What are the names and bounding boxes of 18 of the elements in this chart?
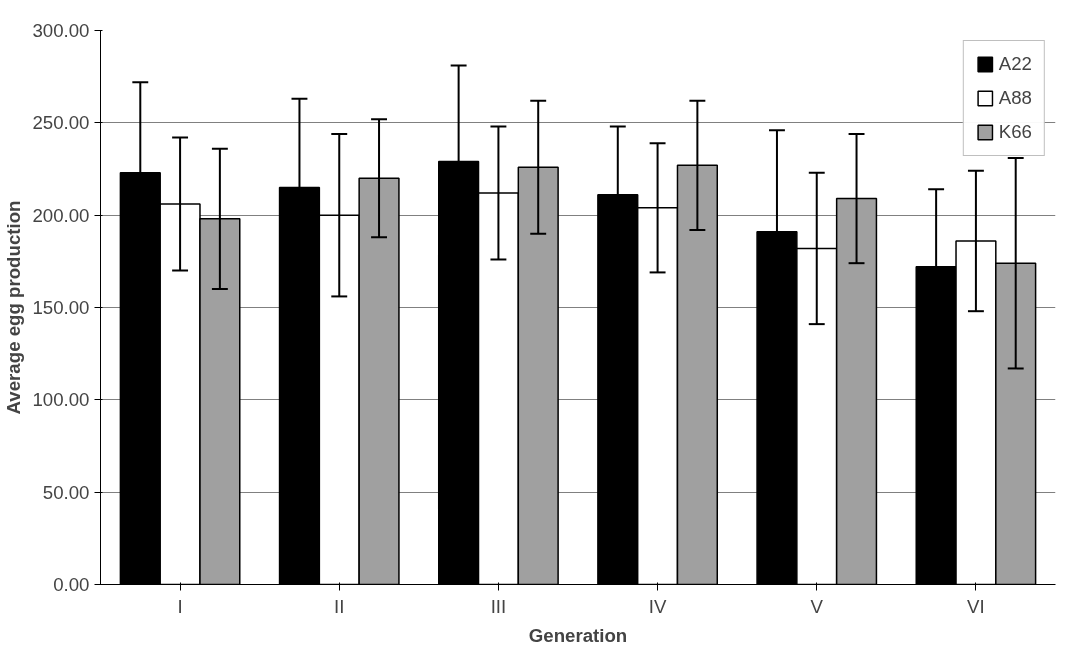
y-tick-label: 0.00 [53,574,90,595]
x-tick-label: IV [648,595,667,617]
y-tick-label: 200.00 [32,204,90,226]
x-tick-label: V [810,595,824,617]
x-tick-label: I [177,595,183,617]
legend-label: A88 [998,87,1032,109]
y-tick-label: 150.00 [32,297,90,318]
legend-label: K66 [998,121,1032,143]
x-tick-label: III [490,595,507,617]
y-tick-label: 50.00 [42,481,90,503]
legend-label: A22 [998,53,1032,75]
y-tick-label: 100.00 [32,389,90,411]
x-axis-title: Generation [528,624,628,646]
x-tick-label: VI [967,595,985,617]
x-tick-label: II [334,595,345,617]
y-tick-label: 300.00 [32,20,90,41]
y-axis-title: Average egg production [3,200,25,415]
y-tick-label: 250.00 [32,112,90,134]
